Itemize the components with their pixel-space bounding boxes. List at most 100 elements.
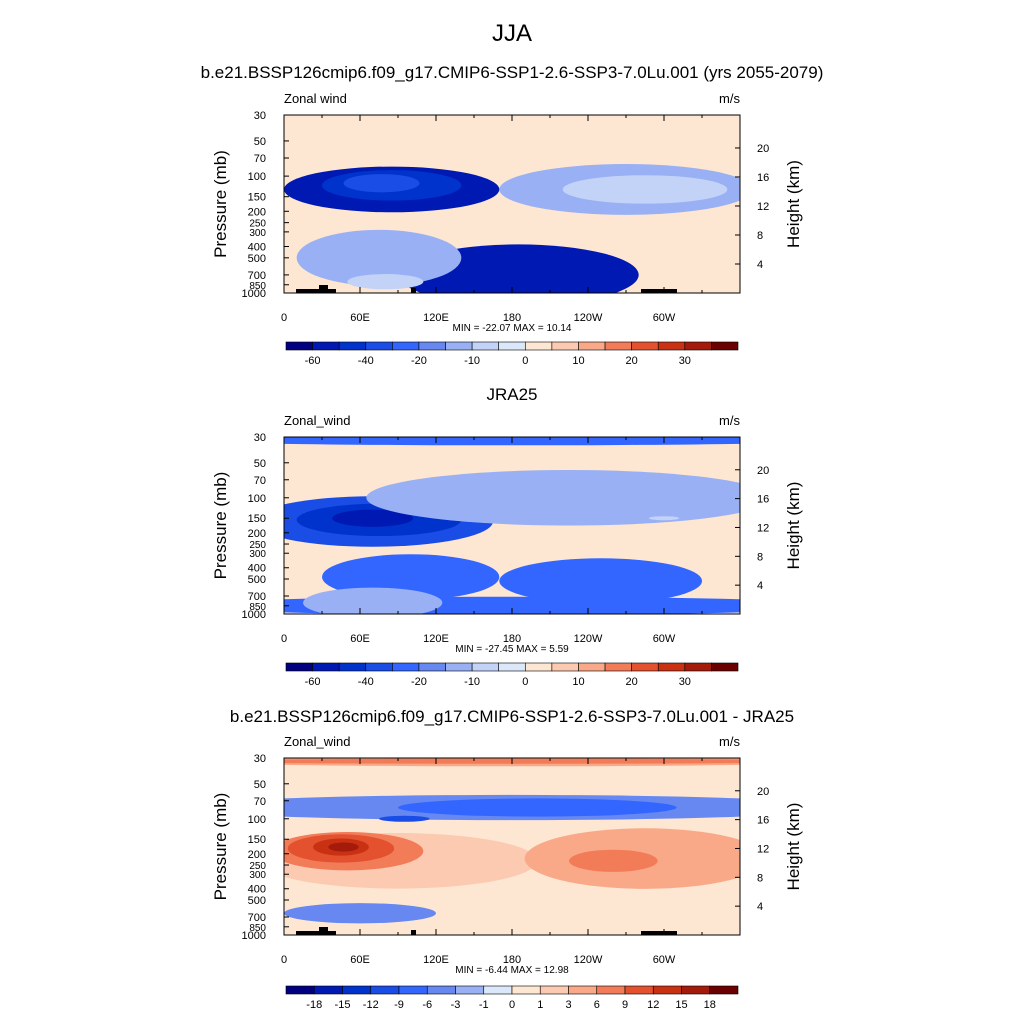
y2-tick-label: 20 (757, 465, 769, 477)
topography (641, 931, 677, 935)
colorbar-box (342, 985, 372, 995)
colorbar-label: 10 (572, 676, 584, 688)
colorbar-label: 12 (647, 999, 659, 1011)
colorbar-box (568, 985, 598, 995)
x-tick-label: 180 (503, 954, 521, 966)
x-tick-label: 120W (574, 633, 603, 645)
colorbar-box (392, 662, 420, 672)
colorbar-box (285, 341, 313, 351)
colorbar-label: 9 (622, 999, 628, 1011)
y2-tick-label: 4 (757, 580, 763, 592)
colorbar-box (445, 341, 473, 351)
y-tick-label: 70 (254, 153, 266, 165)
colorbar-box (684, 662, 712, 672)
topography (641, 289, 677, 293)
y-tick-label: 30 (254, 110, 266, 122)
colorbar-label: 3 (565, 999, 571, 1011)
x-tick-label: 120W (574, 954, 603, 966)
colorbar-label: -10 (464, 355, 480, 367)
colorbar-box (338, 341, 367, 351)
colorbar-box (365, 662, 393, 672)
units-label: m/s (719, 734, 740, 749)
colorbar-label: 6 (594, 999, 600, 1011)
x-tick-label: 120W (574, 312, 603, 324)
colorbar-label: 30 (679, 355, 691, 367)
colorbar-box (398, 985, 428, 995)
topography (296, 289, 336, 293)
x-tick-label: 180 (503, 633, 521, 645)
y-tick-label: 70 (254, 796, 266, 808)
y-tick-label: 850 (249, 602, 266, 613)
contour-region (296, 229, 462, 286)
colorbar-box (370, 985, 400, 995)
colorbar-box (418, 341, 446, 351)
y2-axis-label: Height (km) (784, 482, 803, 570)
y-tick-label: 300 (249, 870, 266, 881)
y-tick-label: 50 (254, 779, 266, 791)
colorbar-box (338, 662, 367, 672)
y-tick-label: 850 (249, 923, 266, 934)
colorbar-box (285, 985, 315, 995)
y-tick-label: 1000 (242, 288, 266, 300)
y-tick-label: 50 (254, 458, 266, 470)
y-tick-label: 50 (254, 136, 266, 148)
contour-field (284, 758, 740, 935)
contour-region (303, 587, 443, 614)
y-tick-label: 150 (248, 834, 266, 846)
colorbar-box (312, 662, 340, 672)
y-tick-label: 250 (249, 540, 266, 551)
x-tick-label: 120E (423, 954, 449, 966)
y-axis-label: Pressure (mb) (211, 150, 230, 258)
x-tick-label: 180 (503, 312, 521, 324)
colorbar-box (604, 341, 632, 351)
y-tick-label: 250 (249, 861, 266, 872)
y-tick-label: 150 (248, 513, 266, 525)
y-axis-label: Pressure (mb) (211, 472, 230, 580)
colorbar-label: -10 (464, 676, 480, 688)
variable-label: Zonal_wind (284, 413, 351, 428)
y-tick-label: 300 (249, 549, 266, 560)
x-tick-label: 60E (350, 954, 370, 966)
y2-tick-label: 4 (757, 901, 763, 913)
min-max-stats: MIN = -22.07 MAX = 10.14 (453, 323, 572, 334)
colorbar-box (498, 662, 526, 672)
x-tick-label: 60E (350, 312, 370, 324)
x-tick-label: 0 (281, 633, 287, 645)
y-axis-label: Pressure (mb) (211, 793, 230, 901)
x-tick-label: 60W (653, 312, 676, 324)
y-tick-label: 1000 (242, 930, 266, 942)
colorbar-box (631, 662, 659, 672)
contour-region (347, 274, 424, 290)
colorbar-label: -60 (305, 676, 321, 688)
colorbar-box (578, 341, 606, 351)
colorbar-box (539, 985, 569, 995)
colorbar-box (312, 341, 340, 351)
topography (296, 931, 336, 935)
contour-region (398, 798, 677, 817)
y2-tick-label: 20 (757, 143, 769, 155)
colorbar-box (631, 341, 659, 351)
contour-region (328, 842, 359, 852)
y-tick-label: 700 (248, 912, 266, 924)
colorbar-box (483, 985, 513, 995)
contour-field (284, 115, 740, 293)
colorbar-box (709, 985, 739, 995)
colorbar-label: -6 (422, 999, 432, 1011)
colorbar-box (551, 341, 579, 351)
y-tick-label: 200 (248, 528, 266, 540)
colorbar-box (392, 341, 420, 351)
variable-label: Zonal_wind (284, 734, 351, 749)
y-tick-label: 30 (254, 432, 266, 444)
colorbar-label: -20 (411, 355, 427, 367)
colorbar-box (551, 662, 579, 672)
colorbar-box (471, 341, 500, 351)
colorbar-box (313, 985, 343, 995)
colorbar-box (524, 662, 553, 672)
y2-axis-label: Height (km) (784, 160, 803, 248)
y-tick-label: 100 (248, 493, 266, 505)
y-tick-label: 1000 (242, 609, 266, 621)
topography (319, 285, 328, 293)
colorbar-box (524, 341, 553, 351)
